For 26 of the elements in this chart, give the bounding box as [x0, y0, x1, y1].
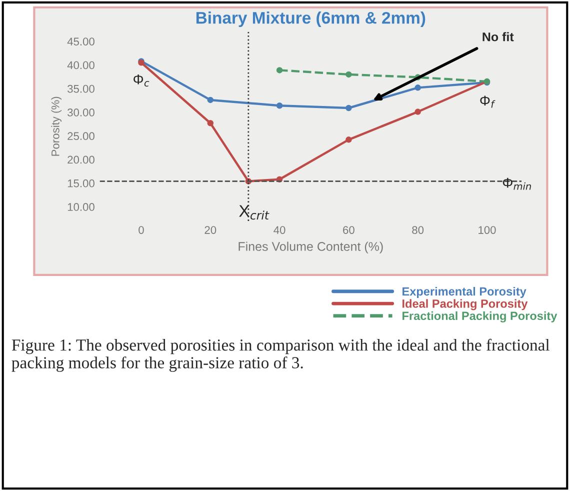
x-tick-label: 20 — [204, 226, 216, 234]
annotation: Φ$_{c}$ — [134, 74, 150, 87]
y-tick-label: 20.00 — [68, 156, 94, 164]
y-tick-label: 25.00 — [68, 132, 94, 140]
ref-line-label: Φ$_{min}$ — [502, 178, 531, 190]
x-tick-label: 100 — [478, 226, 496, 234]
ref-line-label: X$_{crit}$ — [239, 205, 270, 220]
x-tick-label: 60 — [343, 226, 354, 234]
annotation: Φ$_{f}$ — [480, 96, 496, 108]
y-tick-label: 15.00 — [68, 179, 94, 188]
text: Experimental Porosity — [402, 286, 526, 298]
caption: Figure 1: The observed porosities in comparison with the ideal and the fractional packing models for the grain-size ratio of 3. — [12, 338, 550, 372]
x-axis-title: Fines Volume Content (%) — [238, 242, 383, 254]
x-tick-label: 0 — [138, 226, 144, 234]
y-tick-label: 30.00 — [68, 108, 94, 116]
y-tick-label: 40.00 — [67, 61, 94, 70]
y-axis-title: Porosity (%) — [51, 96, 62, 156]
chart-title: Binary Mixture (6mm & 2mm) — [196, 12, 426, 28]
x-tick-label: 80 — [412, 226, 424, 234]
x-tick-label: 40 — [274, 226, 286, 234]
y-tick-label: 10.00 — [68, 203, 94, 211]
annotation: No fit — [482, 32, 514, 42]
text: Ideal Packing Porosity — [402, 299, 528, 310]
y-tick-label: 35.00 — [68, 84, 94, 93]
text: Fractional Packing Porosity — [402, 311, 558, 322]
y-tick-label: 45.00 — [67, 38, 94, 46]
